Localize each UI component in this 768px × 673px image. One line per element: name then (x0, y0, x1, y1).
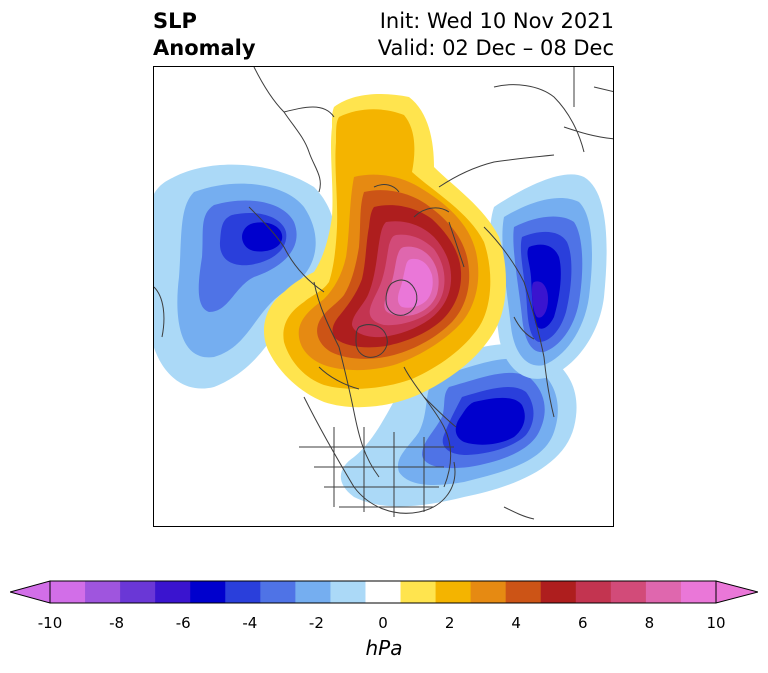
colorbar-tick-label: 10 (706, 614, 726, 632)
map-outlines (154, 67, 613, 520)
colorbar-segment (190, 581, 226, 603)
arctic-high-anomaly (264, 94, 506, 408)
colorbar-tick-label: 0 (378, 614, 388, 632)
colorbar-extend-max-arrow (715, 580, 758, 604)
colorbar-segment (400, 581, 437, 603)
colorbar-segment (435, 581, 472, 603)
colorbar-outline (49, 580, 717, 604)
colorbar-segment (295, 581, 331, 603)
title-variable-line2: Anomaly (153, 36, 256, 60)
colorbar-segment (505, 581, 542, 603)
colorbar-segment (575, 581, 612, 603)
colorbar-tick-label: -4 (242, 614, 258, 632)
colorbar-segment (610, 581, 647, 603)
colorbar-tick-label: -2 (308, 614, 324, 632)
siberian-low-anomaly (489, 174, 607, 379)
colorbar-segment (470, 581, 507, 603)
colorbar-unit-label: hPa (365, 636, 403, 660)
colorbar-segment (540, 581, 577, 603)
colorbar-tick-label: -10 (37, 614, 63, 632)
slp-anomaly-map (154, 67, 613, 520)
colorbar-segment (260, 581, 296, 603)
colorbar-segment (85, 581, 121, 603)
colorbar-tick-label: 6 (578, 614, 588, 632)
colorbar-segment (50, 581, 86, 603)
colorbar-tick-label: -8 (109, 614, 125, 632)
title-variable-line1: SLP (153, 9, 197, 33)
valid-dates: Valid: 02 Dec – 08 Dec (377, 36, 614, 60)
colorbar-segment (645, 581, 682, 603)
colorbar-tick-label: 2 (444, 614, 455, 632)
colorbar-segment (155, 581, 191, 603)
colorbar-tick-label: 4 (511, 614, 521, 632)
north-pacific-low-anomaly (154, 164, 336, 389)
colorbar-tick-label: 8 (644, 614, 655, 632)
title-variable: SLP Anomaly (153, 8, 256, 62)
colorbar-segment (365, 581, 402, 603)
map-panel (153, 66, 614, 527)
colorbar-segment (120, 581, 156, 603)
title-dates: Init: Wed 10 Nov 2021 Valid: 02 Dec – 08… (378, 8, 614, 62)
colorbar-segment (330, 581, 366, 603)
init-date: Init: Wed 10 Nov 2021 (379, 9, 614, 33)
colorbar (10, 580, 758, 604)
colorbar-tick-label: -6 (175, 614, 191, 632)
colorbar-extend-min-arrow (10, 580, 51, 604)
colorbar-segment (680, 581, 717, 603)
western-atlantic-low-anomaly (340, 344, 577, 507)
colorbar-segment (225, 581, 261, 603)
